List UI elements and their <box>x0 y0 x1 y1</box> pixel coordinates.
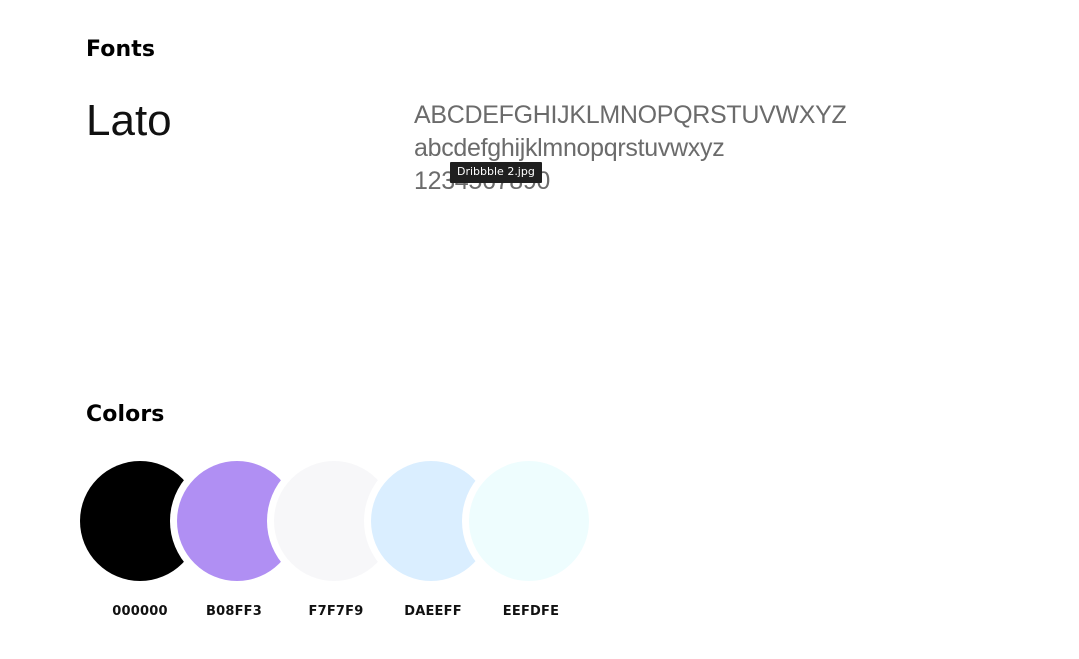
color-swatch-label: DAEEFF <box>404 604 462 619</box>
color-swatch-label: 000000 <box>112 604 168 619</box>
color-swatch-row <box>80 461 600 581</box>
color-swatch-label: B08FF3 <box>205 604 262 619</box>
color-swatch-label: F7F7F9 <box>308 604 364 619</box>
fonts-section-title: Fonts <box>86 37 156 62</box>
font-family-name: Lato <box>86 96 172 145</box>
font-glyph-sample: ABCDEFGHIJKLMNOPQRSTUVWXYZ abcdefghijklm… <box>414 99 847 198</box>
color-swatch-5 <box>469 461 589 581</box>
colors-section-title: Colors <box>86 402 165 427</box>
color-swatch-label: EEFDFE <box>502 604 560 619</box>
glyph-uppercase-row: ABCDEFGHIJKLMNOPQRSTUVWXYZ <box>414 101 847 129</box>
glyph-lowercase-row: abcdefghijklmnopqrstuvwxyz <box>414 134 725 162</box>
file-name-tooltip: Dribbble 2.jpg <box>450 162 542 184</box>
